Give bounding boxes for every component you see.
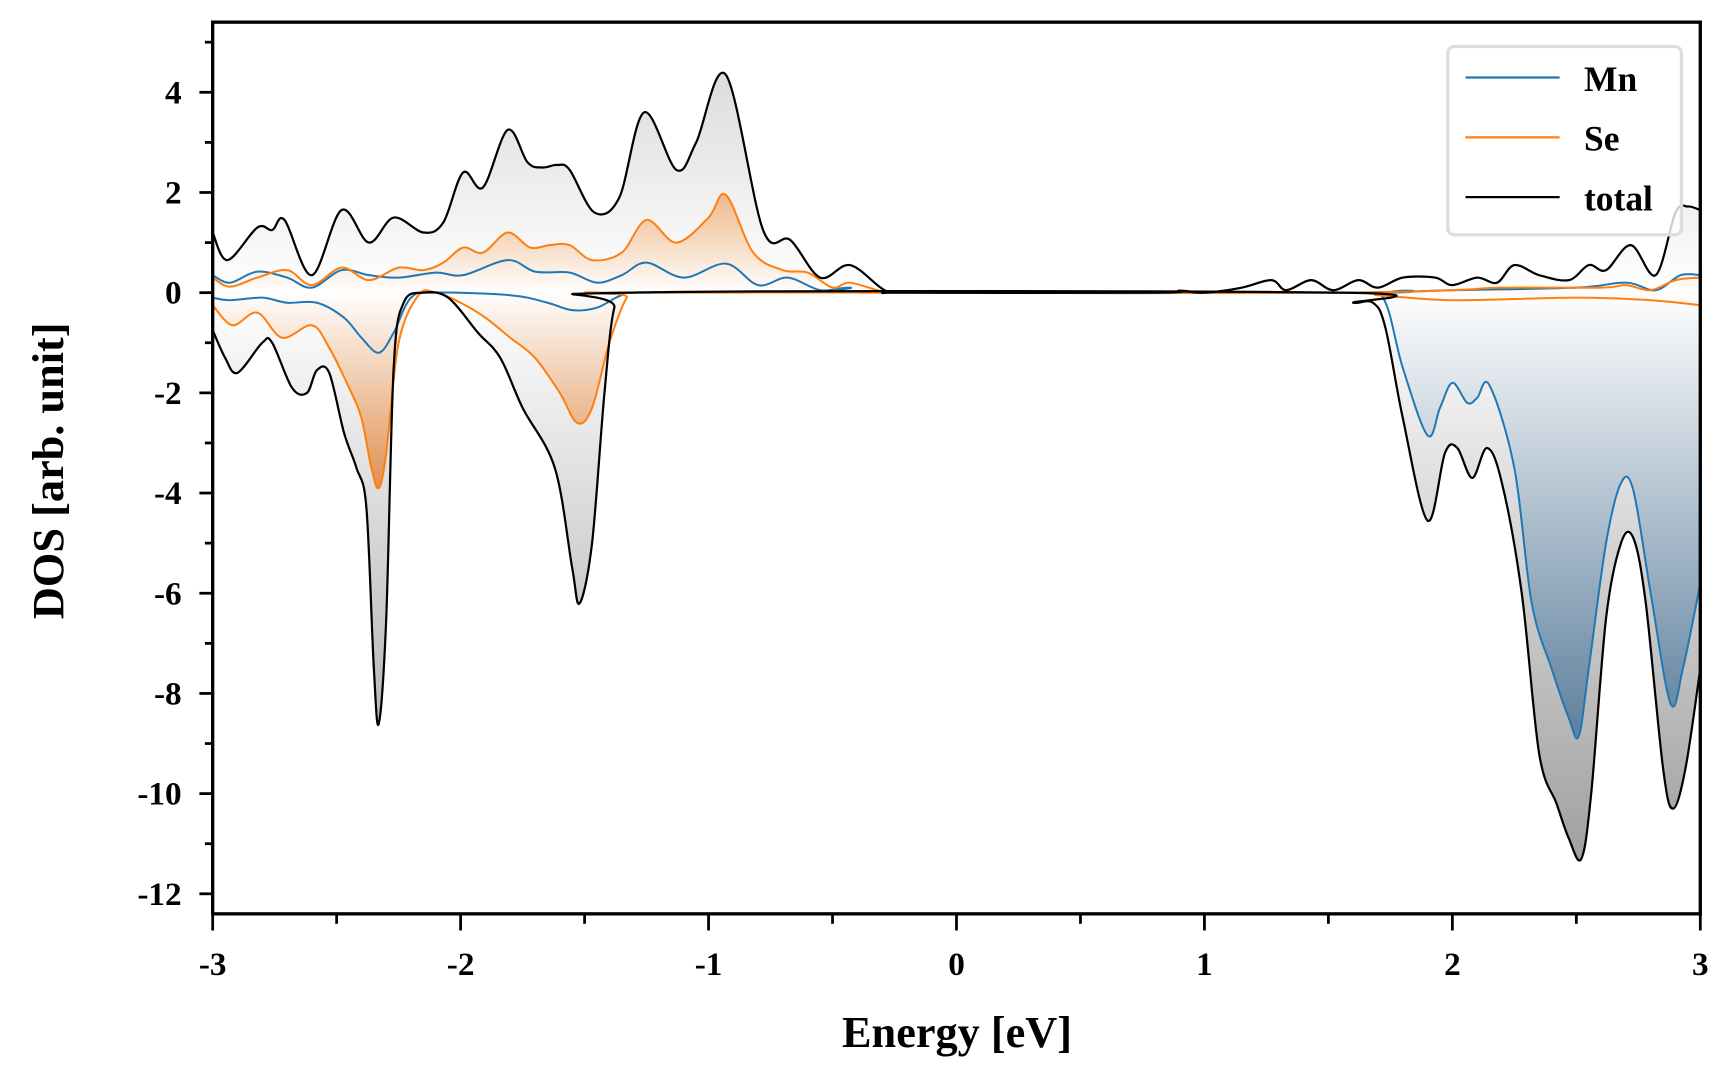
mn-spin-down-fill	[212, 290, 1701, 739]
y-tick-label: 2	[165, 175, 182, 212]
y-tick-label: -4	[154, 475, 182, 512]
legend-label-se: Se	[1584, 119, 1619, 159]
area-fills	[212, 72, 1701, 861]
y-tick-label: -12	[137, 876, 181, 913]
x-tick-label: 2	[1444, 946, 1461, 983]
y-tick-label: 0	[165, 275, 182, 312]
y-tick-label: -6	[154, 575, 182, 612]
y-tick-label: -2	[154, 375, 182, 412]
x-axis-label: Energy [eV]	[842, 1008, 1072, 1057]
axis-ticks	[199, 40, 1702, 931]
mn-spin-down-line	[212, 289, 1701, 740]
series-lines	[212, 71, 1701, 862]
x-tick-label: -3	[199, 946, 227, 983]
x-tick-label: -1	[695, 946, 723, 983]
total-spin-up-line	[212, 71, 1701, 295]
se-spin-down-line	[212, 289, 1701, 490]
y-tick-label: -8	[154, 676, 182, 713]
legend: Mn Se total	[1446, 44, 1684, 237]
se-spin-up-fill	[212, 193, 1701, 293]
x-tick-label: -2	[447, 946, 475, 983]
y-tick-label: 4	[165, 74, 182, 111]
x-tick-label: 0	[948, 946, 965, 983]
total-spin-up-fill	[212, 72, 1701, 293]
x-tick-label: 3	[1692, 946, 1709, 983]
x-tick-label: 1	[1196, 946, 1213, 983]
se-spin-up-line	[212, 192, 1701, 294]
legend-box	[1446, 44, 1684, 237]
se-spin-down-fill	[212, 290, 1701, 489]
legend-label-mn: Mn	[1584, 59, 1637, 99]
legend-label-total: total	[1584, 178, 1653, 218]
y-axis-label: DOS [arb. unit]	[24, 322, 73, 619]
total-spin-down-fill	[212, 291, 1701, 861]
y-tick-label: -10	[137, 776, 181, 813]
total-spin-down-line	[212, 289, 1701, 862]
